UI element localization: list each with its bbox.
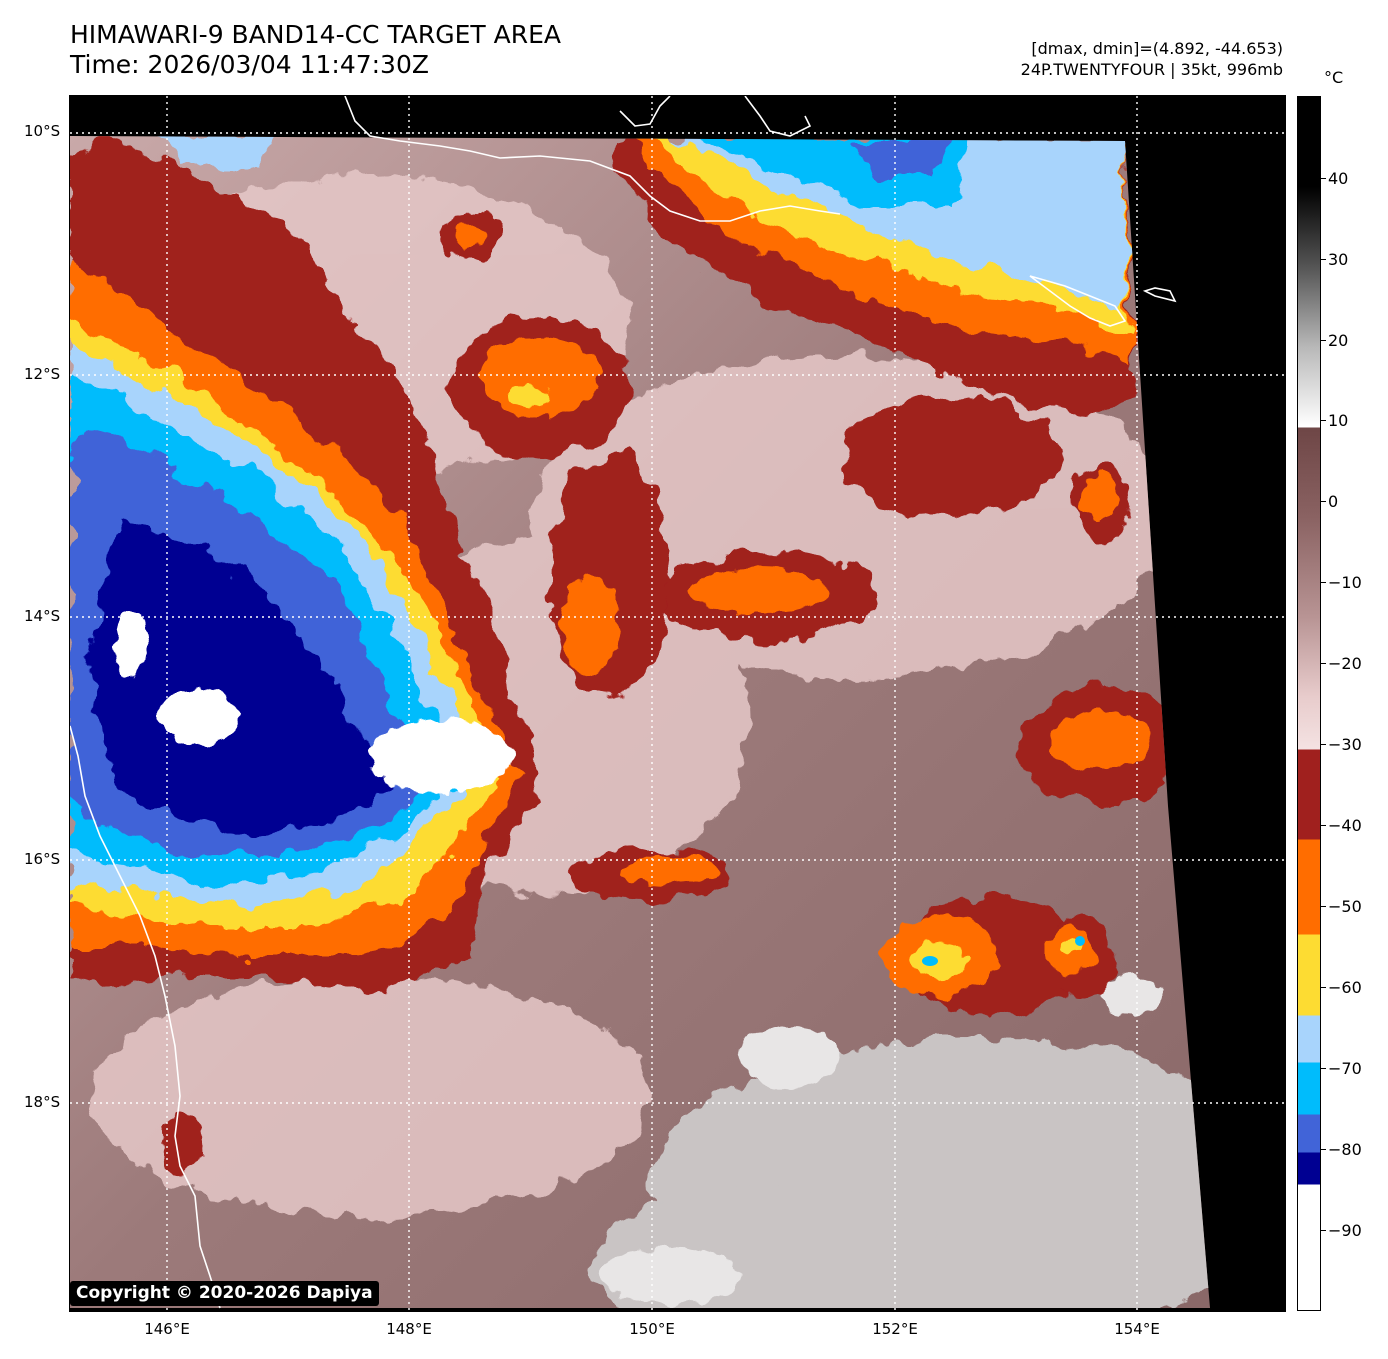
lat-label-14s: 14°S [24, 607, 61, 625]
colorbar-label-0: 0 [1328, 492, 1339, 511]
colorbar-label-minus80: −80 [1328, 1140, 1362, 1159]
colorbar-label-minus10: −10 [1328, 573, 1362, 592]
copyright-badge: Copyright © 2020-2026 Dapiya [70, 1281, 379, 1306]
colorbar-label-minus30: −30 [1328, 735, 1362, 754]
colorbar-unit: °C [1324, 68, 1344, 87]
lon-label-146e: 146°E [144, 1320, 190, 1338]
storm-info: 24P.TWENTYFOUR | 35kt, 996mb [1020, 60, 1283, 79]
info-block: [dmax, dmin]=(4.892, -44.653) 24P.TWENTY… [1021, 38, 1283, 80]
satellite-map [69, 95, 1286, 1312]
coastlines [70, 96, 1177, 1309]
graticule [70, 96, 1285, 1311]
lon-label-148e: 148°E [386, 1320, 432, 1338]
lon-label-154e: 154°E [1114, 1320, 1160, 1338]
colorbar-tick [1321, 340, 1326, 341]
lat-label-16s: 16°S [24, 850, 61, 868]
colorbar-tick [1321, 987, 1326, 988]
colorbar-tick [1321, 1149, 1326, 1150]
colorbar-tick [1321, 744, 1326, 745]
colorbar-label-minus20: −20 [1328, 654, 1362, 673]
colorbar-label-minus90: −90 [1328, 1221, 1362, 1240]
colorbar-tick [1321, 663, 1326, 664]
satellite-imagery [70, 96, 1285, 1311]
colorbar-tick [1321, 420, 1326, 421]
colorbar-tick [1321, 501, 1326, 502]
colorbar [1297, 96, 1321, 1311]
colorbar-tick [1321, 259, 1326, 260]
colorbar-tick [1321, 825, 1326, 826]
lon-label-150e: 150°E [629, 1320, 675, 1338]
colorbar-tick [1321, 178, 1326, 179]
colorbar-tick [1321, 582, 1326, 583]
colorbar-label-minus70: −70 [1328, 1059, 1362, 1078]
lat-label-18s: 18°S [24, 1093, 61, 1111]
colorbar-label-40: 40 [1328, 169, 1349, 188]
title-block: HIMAWARI-9 BAND14-CC TARGET AREA Time: 2… [70, 20, 561, 80]
dmax-dmin-readout: [dmax, dmin]=(4.892, -44.653) [1031, 39, 1283, 58]
lat-label-10s: 10°S [24, 122, 61, 140]
colorbar-tick [1321, 1068, 1326, 1069]
colorbar-label-30: 30 [1328, 250, 1349, 269]
map-time: Time: 2026/03/04 11:47:30Z [70, 50, 429, 79]
colorbar-label-20: 20 [1328, 331, 1349, 350]
colorbar-label-minus40: −40 [1328, 816, 1362, 835]
colorbar-label-minus60: −60 [1328, 978, 1362, 997]
colorbar-label-10: 10 [1328, 411, 1349, 430]
colorbar-tick [1321, 906, 1326, 907]
colorbar-tick [1321, 1230, 1326, 1231]
map-title: HIMAWARI-9 BAND14-CC TARGET AREA [70, 20, 562, 49]
lon-label-152e: 152°E [872, 1320, 918, 1338]
lat-label-12s: 12°S [24, 365, 61, 383]
colorbar-label-minus50: −50 [1328, 897, 1362, 916]
